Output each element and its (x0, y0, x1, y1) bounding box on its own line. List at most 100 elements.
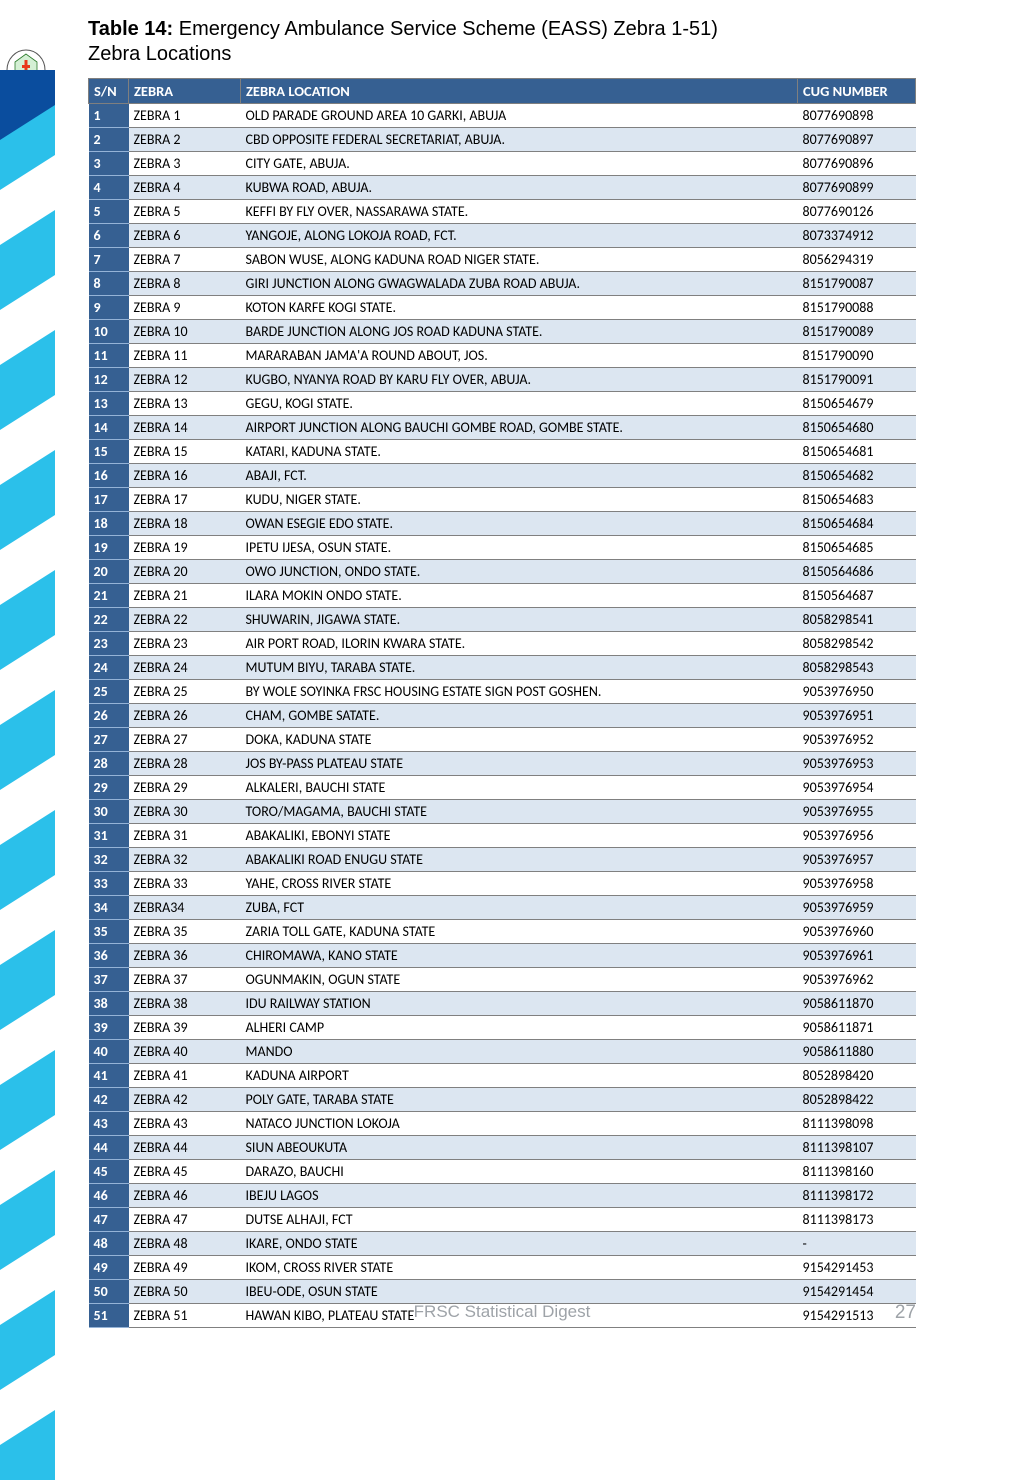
cell-cug: 9053976950 (798, 680, 916, 704)
cell-zebra: ZEBRA 36 (129, 944, 241, 968)
cell-zebra: ZEBRA 29 (129, 776, 241, 800)
cell-sn: 27 (89, 728, 129, 752)
cell-location: KUGBO, NYANYA ROAD BY KARU FLY OVER, ABU… (241, 368, 798, 392)
cell-zebra: ZEBRA 4 (129, 176, 241, 200)
cell-cug: 9053976958 (798, 872, 916, 896)
cell-cug: 8151790087 (798, 272, 916, 296)
cell-cug: 9053976961 (798, 944, 916, 968)
table-row: 37ZEBRA 37OGUNMAKIN, OGUN STATE905397696… (89, 968, 916, 992)
cell-location: ILARA MOKIN ONDO STATE. (241, 584, 798, 608)
cell-sn: 21 (89, 584, 129, 608)
cell-location: YAHE, CROSS RIVER STATE (241, 872, 798, 896)
cell-sn: 7 (89, 248, 129, 272)
cell-sn: 44 (89, 1136, 129, 1160)
cell-zebra: ZEBRA 3 (129, 152, 241, 176)
table-row: 17ZEBRA 17KUDU, NIGER STATE.8150654683 (89, 488, 916, 512)
cell-cug: 8077690896 (798, 152, 916, 176)
cell-zebra: ZEBRA 39 (129, 1016, 241, 1040)
cell-location: YANGOJE, ALONG LOKOJA ROAD, FCT. (241, 224, 798, 248)
cell-cug: 8150564686 (798, 560, 916, 584)
page-footer: FRSC Statistical Digest 27 (88, 1302, 916, 1324)
cell-cug: 9053976952 (798, 728, 916, 752)
cell-sn: 1 (89, 104, 129, 128)
cell-sn: 9 (89, 296, 129, 320)
cell-zebra: ZEBRA 13 (129, 392, 241, 416)
cell-zebra: ZEBRA 6 (129, 224, 241, 248)
cell-zebra: ZEBRA 28 (129, 752, 241, 776)
table-row: 19ZEBRA 19IPETU IJESA, OSUN STATE.815065… (89, 536, 916, 560)
cell-zebra: ZEBRA 27 (129, 728, 241, 752)
cell-location: ALHERI CAMP (241, 1016, 798, 1040)
cell-sn: 48 (89, 1232, 129, 1256)
cell-cug: 8052898420 (798, 1064, 916, 1088)
cell-location: DARAZO, BAUCHI (241, 1160, 798, 1184)
table-row: 27ZEBRA 27DOKA, KADUNA STATE9053976952 (89, 728, 916, 752)
table-row: 2ZEBRA 2CBD OPPOSITE FEDERAL SECRETARIAT… (89, 128, 916, 152)
cell-zebra: ZEBRA 23 (129, 632, 241, 656)
table-row: 45ZEBRA 45DARAZO, BAUCHI8111398160 (89, 1160, 916, 1184)
cell-zebra: ZEBRA 37 (129, 968, 241, 992)
table-row: 36ZEBRA 36CHIROMAWA, KANO STATE905397696… (89, 944, 916, 968)
cell-cug: 8077690899 (798, 176, 916, 200)
table-row: 25ZEBRA 25BY WOLE SOYINKA FRSC HOUSING E… (89, 680, 916, 704)
cell-cug: 8151790090 (798, 344, 916, 368)
table-row: 9ZEBRA 9KOTON KARFE KOGI STATE.815179008… (89, 296, 916, 320)
cell-cug: 8150654680 (798, 416, 916, 440)
cell-zebra: ZEBRA 8 (129, 272, 241, 296)
cell-zebra: ZEBRA 10 (129, 320, 241, 344)
cell-location: BARDE JUNCTION ALONG JOS ROAD KADUNA STA… (241, 320, 798, 344)
title-text-2: Zebra Locations (88, 43, 916, 66)
table-row: 8ZEBRA 8GIRI JUNCTION ALONG GWAGWALADA Z… (89, 272, 916, 296)
cell-sn: 13 (89, 392, 129, 416)
cell-sn: 11 (89, 344, 129, 368)
cell-sn: 34 (89, 896, 129, 920)
cell-zebra: ZEBRA 16 (129, 464, 241, 488)
table-row: 39ZEBRA 39ALHERI CAMP9058611871 (89, 1016, 916, 1040)
cell-sn: 30 (89, 800, 129, 824)
cell-location: GIRI JUNCTION ALONG GWAGWALADA ZUBA ROAD… (241, 272, 798, 296)
cell-location: IDU RAILWAY STATION (241, 992, 798, 1016)
cell-location: KUDU, NIGER STATE. (241, 488, 798, 512)
cell-zebra: ZEBRA 19 (129, 536, 241, 560)
cell-zebra: ZEBRA 9 (129, 296, 241, 320)
table-row: 14ZEBRA 14AIRPORT JUNCTION ALONG BAUCHI … (89, 416, 916, 440)
cell-cug: 8111398107 (798, 1136, 916, 1160)
cell-zebra: ZEBRA 7 (129, 248, 241, 272)
table-row: 40ZEBRA 40MANDO9058611880 (89, 1040, 916, 1064)
cell-cug: 8077690897 (798, 128, 916, 152)
cell-sn: 43 (89, 1112, 129, 1136)
cell-location: IKOM, CROSS RIVER STATE (241, 1256, 798, 1280)
cell-sn: 47 (89, 1208, 129, 1232)
cell-location: ABAJI, FCT. (241, 464, 798, 488)
cell-cug: 8077690898 (798, 104, 916, 128)
side-stripes-icon (0, 70, 55, 1480)
page-content: Table 14: Emergency Ambulance Service Sc… (88, 18, 916, 1328)
cell-zebra: ZEBRA 44 (129, 1136, 241, 1160)
cell-cug: 8111398172 (798, 1184, 916, 1208)
table-row: 26ZEBRA 26CHAM, GOMBE SATATE.9053976951 (89, 704, 916, 728)
table-row: 13ZEBRA 13GEGU, KOGI STATE.8150654679 (89, 392, 916, 416)
cell-cug: 9053976960 (798, 920, 916, 944)
table-row: 1ZEBRA 1OLD PARADE GROUND AREA 10 GARKI,… (89, 104, 916, 128)
header-zebra: ZEBRA (129, 79, 241, 104)
cell-cug: 8150654685 (798, 536, 916, 560)
cell-cug: 8150654682 (798, 464, 916, 488)
header-cug: CUG NUMBER (798, 79, 916, 104)
cell-zebra: ZEBRA 20 (129, 560, 241, 584)
table-row: 22ZEBRA 22SHUWARIN, JIGAWA STATE.8058298… (89, 608, 916, 632)
cell-zebra: ZEBRA 35 (129, 920, 241, 944)
cell-cug: 8077690126 (798, 200, 916, 224)
cell-location: TORO/MAGAMA, BAUCHI STATE (241, 800, 798, 824)
table-row: 29ZEBRA 29ALKALERI, BAUCHI STATE90539769… (89, 776, 916, 800)
cell-location: DOKA, KADUNA STATE (241, 728, 798, 752)
cell-location: OWO JUNCTION, ONDO STATE. (241, 560, 798, 584)
cell-zebra: ZEBRA 2 (129, 128, 241, 152)
cell-sn: 49 (89, 1256, 129, 1280)
cell-sn: 5 (89, 200, 129, 224)
table-row: 33ZEBRA 33YAHE, CROSS RIVER STATE9053976… (89, 872, 916, 896)
cell-sn: 24 (89, 656, 129, 680)
cell-location: SIUN ABEOUKUTA (241, 1136, 798, 1160)
cell-location: OWAN ESEGIE EDO STATE. (241, 512, 798, 536)
table-row: 49ZEBRA 49IKOM, CROSS RIVER STATE9154291… (89, 1256, 916, 1280)
table-row: 10ZEBRA 10BARDE JUNCTION ALONG JOS ROAD … (89, 320, 916, 344)
